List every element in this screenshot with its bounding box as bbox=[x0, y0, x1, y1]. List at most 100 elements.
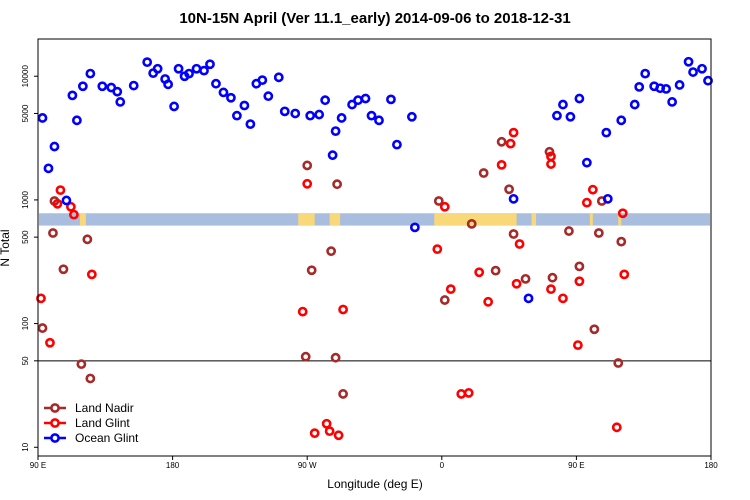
legend-marker-land-nadir bbox=[50, 403, 60, 413]
point-land-nadir bbox=[490, 265, 501, 276]
x-tick-label: 90 E bbox=[30, 461, 46, 470]
point-land-nadir bbox=[48, 228, 58, 238]
glint-band-region bbox=[434, 213, 517, 226]
point-ocean-glint bbox=[77, 81, 88, 92]
point-land-glint bbox=[496, 159, 507, 170]
point-ocean-glint bbox=[257, 75, 268, 86]
point-ocean-glint bbox=[71, 115, 82, 126]
point-ocean-glint bbox=[232, 110, 242, 121]
point-ocean-glint bbox=[330, 126, 341, 137]
point-ocean-glint bbox=[85, 68, 96, 79]
point-ocean-glint bbox=[697, 63, 707, 74]
point-ocean-glint bbox=[601, 127, 612, 138]
point-land-nadir bbox=[613, 358, 624, 368]
chart-title: 10N-15N April (Ver 11.1_early) 2014-09-0… bbox=[179, 10, 570, 27]
point-ocean-glint bbox=[674, 80, 685, 90]
point-land-glint bbox=[439, 201, 450, 212]
glint-band-region bbox=[618, 213, 622, 226]
point-ocean-glint bbox=[392, 139, 402, 150]
point-ocean-glint bbox=[558, 99, 568, 110]
point-ocean-glint bbox=[353, 95, 363, 106]
point-ocean-glint bbox=[239, 100, 250, 111]
point-ocean-glint bbox=[320, 95, 331, 106]
point-land-glint bbox=[572, 340, 583, 351]
point-ocean-glint bbox=[327, 150, 338, 161]
point-ocean-glint bbox=[634, 81, 645, 92]
point-land-glint bbox=[463, 388, 474, 398]
x-tick-label: 180 bbox=[704, 461, 718, 470]
point-ocean-glint bbox=[49, 141, 60, 152]
coverage-band-fill bbox=[39, 213, 710, 226]
point-ocean-glint bbox=[386, 94, 396, 105]
point-land-nadir bbox=[478, 168, 489, 178]
point-ocean-glint bbox=[703, 75, 713, 86]
point-land-glint bbox=[581, 197, 592, 208]
data-points bbox=[36, 56, 713, 441]
point-land-nadir bbox=[433, 196, 444, 206]
y-tick-label: 10 bbox=[21, 442, 30, 451]
point-ocean-glint bbox=[565, 111, 576, 122]
point-land-glint bbox=[86, 269, 97, 280]
legend-label-land-glint: Land Glint bbox=[75, 416, 130, 430]
glint-band-region bbox=[589, 213, 593, 226]
point-land-nadir bbox=[508, 229, 519, 239]
point-ocean-glint bbox=[360, 93, 371, 104]
point-ocean-glint bbox=[112, 86, 123, 97]
point-land-glint bbox=[511, 278, 522, 289]
x-tick-label: 0 bbox=[440, 461, 445, 470]
point-ocean-glint bbox=[245, 119, 256, 130]
point-ocean-glint bbox=[218, 87, 229, 98]
point-ocean-glint bbox=[199, 65, 209, 76]
point-ocean-glint bbox=[226, 92, 236, 103]
point-land-glint bbox=[514, 239, 525, 249]
point-land-glint bbox=[52, 198, 63, 209]
point-ocean-glint bbox=[163, 79, 174, 90]
point-land-glint bbox=[68, 209, 79, 220]
point-ocean-glint bbox=[661, 83, 672, 94]
legend-label-ocean-glint: Ocean Glint bbox=[75, 431, 139, 445]
point-ocean-glint bbox=[279, 106, 290, 117]
point-land-glint bbox=[619, 269, 630, 280]
point-ocean-glint bbox=[688, 67, 698, 77]
point-land-nadir bbox=[326, 246, 337, 257]
point-ocean-glint bbox=[290, 108, 301, 119]
y-axis-ticks: 10 50 100 500 1000 5000 10000 bbox=[21, 65, 38, 452]
point-land-nadir bbox=[58, 264, 69, 275]
point-land-nadir bbox=[302, 160, 313, 171]
point-ocean-glint bbox=[169, 101, 179, 112]
point-land-glint bbox=[574, 276, 585, 287]
point-land-glint bbox=[45, 337, 55, 348]
point-ocean-glint bbox=[142, 57, 153, 68]
point-ocean-glint bbox=[616, 115, 627, 126]
point-ocean-glint bbox=[409, 222, 420, 233]
point-land-glint bbox=[36, 293, 46, 304]
point-land-glint bbox=[456, 389, 467, 399]
point-ocean-glint bbox=[552, 110, 562, 121]
point-ocean-glint bbox=[152, 63, 163, 74]
point-land-nadir bbox=[76, 359, 87, 370]
point-ocean-glint bbox=[205, 59, 215, 70]
point-ocean-glint bbox=[128, 80, 139, 91]
y-tick-label: 5000 bbox=[21, 104, 30, 122]
point-land-nadir bbox=[544, 146, 555, 157]
point-ocean-glint bbox=[683, 56, 694, 67]
point-ocean-glint bbox=[574, 93, 585, 104]
point-ocean-glint bbox=[602, 193, 613, 204]
point-ocean-glint bbox=[184, 68, 194, 79]
coverage-band bbox=[39, 213, 710, 226]
x-axis-label: Longitude (deg E) bbox=[327, 477, 422, 491]
point-land-glint bbox=[558, 293, 568, 304]
x-tick-label: 180 bbox=[166, 461, 180, 470]
point-ocean-glint bbox=[314, 109, 325, 120]
y-tick-label: 50 bbox=[21, 356, 30, 365]
point-land-glint bbox=[66, 201, 76, 212]
legend-marker-ocean-glint bbox=[50, 433, 60, 443]
point-ocean-glint bbox=[366, 110, 377, 121]
point-ocean-glint bbox=[406, 111, 417, 122]
point-land-glint bbox=[432, 244, 443, 255]
point-land-nadir bbox=[520, 273, 531, 284]
point-land-nadir bbox=[306, 265, 317, 276]
point-land-nadir bbox=[85, 373, 96, 384]
point-ocean-glint bbox=[508, 193, 519, 204]
